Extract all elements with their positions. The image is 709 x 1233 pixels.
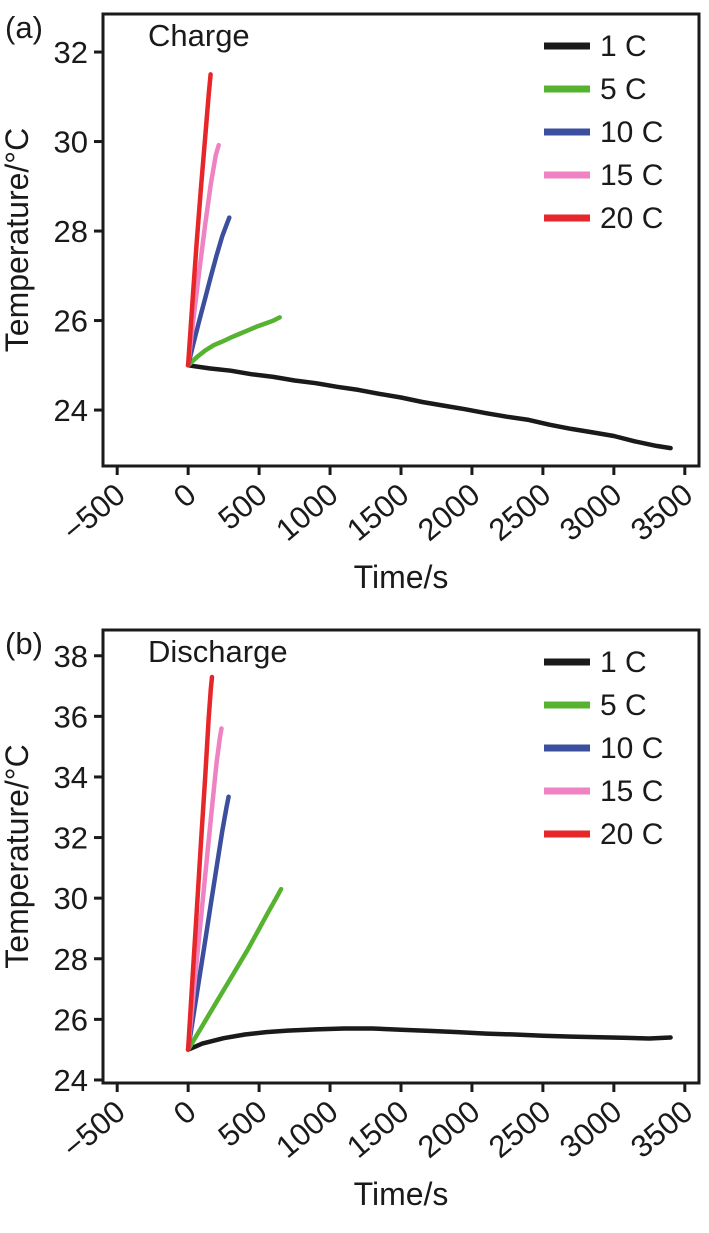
y-tick-label: 30 [54,125,88,160]
panel-label: (a) [5,10,43,45]
legend-label: 1 C [600,30,647,63]
legend-label: 5 C [600,73,647,106]
series-line-10-c [185,215,232,368]
y-tick-label: 38 [54,639,88,674]
y-tick-label: 32 [54,821,88,856]
series-line-5-c [185,886,284,1052]
y-tick-label: 26 [54,1002,88,1037]
x-tick-label: 0 [167,1094,203,1132]
x-tick-label: 2500 [482,1094,557,1165]
y-tick-label: 24 [54,1063,88,1098]
series-line-1-c [185,363,673,451]
legend-label: 10 C [600,116,663,149]
legend-label: 20 C [600,818,663,851]
series-line-15-c [185,726,224,1052]
x-tick-label: 2000 [411,477,486,548]
series-line-10-c [185,794,231,1052]
x-tick-label: 1000 [269,1094,344,1165]
x-tick-label: 500 [211,477,273,537]
axis-title-y: Temperature/°C [0,128,35,352]
legend-label: 20 C [600,202,663,235]
y-tick-label: 28 [54,214,88,249]
x-tick-label: 3500 [624,477,699,548]
series-line-15-c [185,142,221,368]
legend-label: 15 C [600,775,663,808]
charge-chart-svg: 24 26 28 30 32 −500 0 5001000150020002500300035… [0,10,701,595]
x-tick-label: 500 [211,1094,273,1154]
x-tick-label: 3500 [624,1094,699,1165]
series-line-5-c [185,315,282,368]
series-line-20-c [185,72,213,368]
legend-label: 15 C [600,159,663,192]
x-tick-label: 3000 [553,477,628,548]
x-tick-label: 0 [167,477,203,515]
series-line-1-c [185,1026,673,1052]
legend-label: 1 C [600,646,647,679]
x-tick-label: 1000 [269,477,344,548]
x-tick-label: −500 [56,1094,132,1166]
x-tick-label: 3000 [553,1094,628,1165]
y-tick-label: 36 [54,699,88,734]
y-tick-label: 24 [54,393,88,428]
x-tick-label: 2500 [482,477,557,548]
y-tick-label: 34 [54,760,88,795]
x-tick-label: 1500 [340,477,415,548]
legend-label: 5 C [600,689,647,722]
axis-title-x: Time/s [354,1176,449,1212]
plot-area: 24 26 28 30 32 34 36 38 −500 0 5001000150020002500… [0,626,701,1212]
discharge-chart-svg: 24 26 28 30 32 34 36 38 −500 0 5001000150020002500… [0,626,701,1212]
axis-title-y: Temperature/°C [0,744,35,968]
chart-title: Charge [148,18,250,53]
panel-label: (b) [5,626,43,661]
series-line-20-c [185,674,215,1052]
legend-label: 10 C [600,732,663,765]
x-tick-label: 2000 [411,1094,486,1165]
y-tick-label: 30 [54,881,88,916]
x-tick-label: −500 [56,477,132,549]
y-tick-label: 26 [54,304,88,339]
axis-title-x: Time/s [354,559,449,595]
y-tick-label: 32 [54,35,88,70]
x-tick-label: 1500 [340,1094,415,1165]
plot-area: 24 26 28 30 32 −500 0 5001000150020002500300035… [0,10,701,595]
charge-chart-panel: 24 26 28 30 32 −500 0 500 1000 1500 2000 2500 3000 35… [0,0,709,616]
y-tick-label: 28 [54,942,88,977]
discharge-chart-panel: 24 26 28 30 32 34 36 38 −500 0 500 1000 1500 2000 2500… [0,616,709,1233]
chart-title: Discharge [148,634,288,669]
